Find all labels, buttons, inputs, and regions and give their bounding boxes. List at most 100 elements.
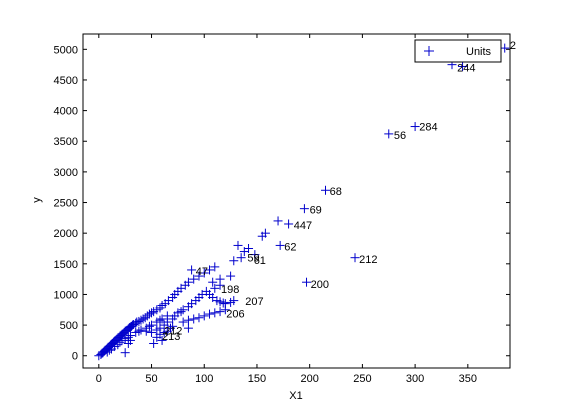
data-point <box>215 274 225 284</box>
y-tick-label: 1000 <box>54 289 78 301</box>
x-tick-label: 150 <box>248 373 266 385</box>
data-point <box>120 348 130 358</box>
data-point <box>210 262 220 272</box>
y-tick-label: 500 <box>60 320 78 332</box>
y-tick-label: 5000 <box>54 44 78 56</box>
data-point <box>458 61 468 71</box>
data-point <box>275 240 285 250</box>
data-point <box>155 303 165 313</box>
data-point <box>273 216 283 226</box>
data-point <box>125 335 135 345</box>
point-label: 212 <box>359 254 377 266</box>
data-point <box>244 243 254 253</box>
y-tick-label: 0 <box>72 351 78 363</box>
data-point <box>162 317 172 327</box>
data-point <box>136 325 146 335</box>
point-label: 47 <box>196 266 208 278</box>
data-point <box>168 321 178 331</box>
data-point <box>144 309 154 319</box>
data-point <box>141 326 151 336</box>
data-point <box>144 321 154 331</box>
point-label: 198 <box>221 284 239 296</box>
point-label: 56 <box>394 130 406 142</box>
data-point <box>194 271 204 281</box>
data-point <box>183 315 193 325</box>
legend-label-units: Units <box>466 46 492 58</box>
data-point <box>299 204 309 214</box>
point-label: 212 <box>164 326 182 338</box>
data-point <box>410 122 420 132</box>
x-tick-label: 250 <box>353 373 371 385</box>
point-label: 244 <box>457 63 475 75</box>
data-point <box>194 313 204 323</box>
y-tick-label: 4500 <box>54 75 78 87</box>
x-tick-label: 50 <box>145 373 157 385</box>
legend-marker <box>424 46 434 56</box>
data-point <box>178 317 188 327</box>
data-point <box>384 129 394 139</box>
data-point <box>210 283 220 293</box>
data-point <box>115 337 125 347</box>
y-tick-label: 2000 <box>54 228 78 240</box>
point-label: 61 <box>254 255 266 267</box>
data-point <box>157 335 167 345</box>
data-point <box>208 277 218 287</box>
data-point <box>210 308 220 318</box>
data-point <box>104 345 114 355</box>
x-tick-label: 100 <box>195 373 213 385</box>
data-point <box>136 315 146 325</box>
data-point <box>260 228 270 238</box>
data-points <box>94 43 510 361</box>
data-point <box>132 317 142 327</box>
y-tick-label: 3000 <box>54 167 78 179</box>
plot-area <box>82 33 511 369</box>
data-point <box>215 307 225 317</box>
point-label: 213 <box>162 331 180 343</box>
data-point <box>205 309 215 319</box>
data-point <box>205 265 215 275</box>
y-tick-label: 3500 <box>54 136 78 148</box>
data-point <box>199 311 209 321</box>
data-point <box>233 240 243 250</box>
point-label: 59 <box>247 253 259 265</box>
data-point <box>187 265 197 275</box>
x-tick-label: 200 <box>300 373 318 385</box>
x-axis: 0 50 100 150 200 250 300 350 <box>96 34 477 385</box>
data-point <box>350 253 360 263</box>
y-axis-label: y <box>31 197 43 203</box>
data-point <box>183 277 193 287</box>
data-point <box>176 307 186 317</box>
data-point <box>140 313 150 323</box>
point-label: 2 <box>510 40 516 52</box>
legend: Units <box>414 39 502 63</box>
data-point <box>226 271 236 281</box>
point-label: 68 <box>330 186 342 198</box>
data-point <box>229 256 239 266</box>
point-label: 447 <box>294 220 312 232</box>
data-point <box>134 316 144 326</box>
y-tick-label: 4000 <box>54 106 78 118</box>
point-label: 200 <box>311 279 329 291</box>
data-point <box>199 268 209 278</box>
point-label: 206 <box>226 308 244 320</box>
x-tick-label: 300 <box>406 373 424 385</box>
legend-box <box>414 39 502 63</box>
data-point <box>147 308 157 318</box>
data-point <box>320 185 330 195</box>
data-point <box>189 274 199 284</box>
data-point <box>500 43 510 53</box>
y-axis: 0 500 1000 1500 2000 2500 3000 3500 4000 4500 5000 <box>54 44 510 363</box>
data-point <box>302 277 312 287</box>
data-point <box>157 314 167 324</box>
data-point <box>147 327 157 337</box>
data-point <box>284 219 294 229</box>
data-point <box>236 253 246 263</box>
data-point <box>220 305 230 315</box>
y-tick-label: 1500 <box>54 259 78 271</box>
data-point <box>155 315 165 325</box>
point-label: 62 <box>284 242 296 254</box>
data-point <box>183 323 193 333</box>
data-point <box>250 250 260 260</box>
